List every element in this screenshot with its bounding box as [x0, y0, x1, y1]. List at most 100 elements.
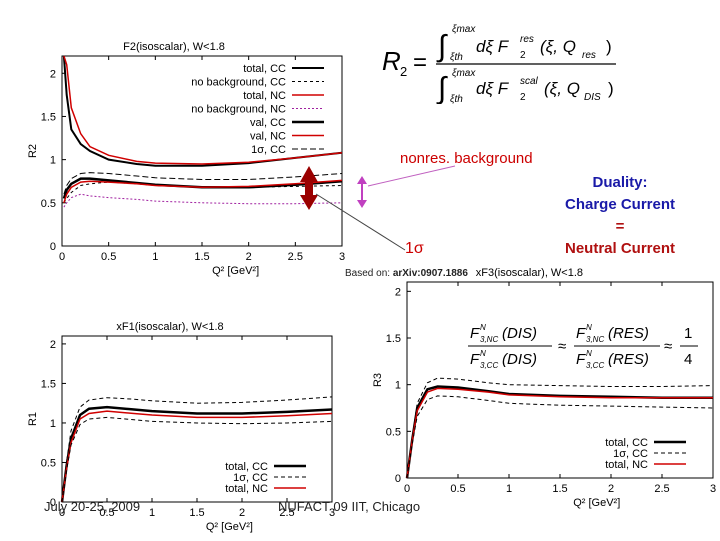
xf3-den-rhs-args: (RES) [608, 351, 649, 368]
y-tick-label: 1.5 [41, 111, 56, 123]
x-tick-label: 0 [59, 251, 65, 263]
y-tick-label: 1.5 [41, 378, 56, 390]
integral-num: ∫ [436, 30, 448, 63]
x-tick-label: 2 [608, 483, 614, 495]
formula-xf3-svg: F N 3,NC (DIS) F N 3,CC (DIS) ≈ F N 3,NC… [468, 323, 698, 370]
legend-label: no background, CC [191, 77, 286, 89]
xf3-num-rhs-sup: N [586, 323, 592, 332]
formula-r2-svg: R 2 = ∫ ξmax ξth dξ F res 2 (ξ, Q res ) … [382, 24, 616, 105]
den-args-sub: DIS [584, 92, 601, 103]
chart-xf3: xF3(isoscalar), W<1.8 0 0.5 1 1.5 2 2.5 3 0 0.5 1 1… [345, 267, 720, 528]
chart-xf1-svg: xF1(isoscalar), W<1.8 0 0.5 1 1.5 2 2.5 3 0 0.5 1 1… [27, 321, 335, 533]
duality-neutral-current: Neutral Current [564, 240, 676, 257]
xf3-den-lhs-sub: 3,CC [480, 361, 498, 370]
legend-label: total, CC [225, 461, 268, 473]
y-tick-label: 2 [395, 286, 401, 298]
x-tick-label: 1 [149, 507, 155, 519]
xf3-num-lhs: F [470, 325, 480, 342]
chart-title: F2(isoscalar), W<1.8 [123, 41, 225, 53]
y-tick-label: 2 [50, 339, 56, 351]
duality-equals: = [615, 218, 625, 235]
series-line-3 [406, 395, 714, 479]
chart-xf3-svg: xF3(isoscalar), W<1.8 0 0.5 1 1.5 2 2.5 3 0 0.5 1 1… [372, 267, 716, 509]
formula-xf3: F N 3,NC (DIS) F N 3,CC (DIS) ≈ F N 3,NC… [468, 318, 704, 376]
xf3-den-lhs-sup: N [480, 349, 486, 358]
series-line-1 [406, 377, 714, 479]
series-line-2 [63, 55, 343, 165]
x-tick-label: 3 [329, 507, 335, 519]
xf3-num-rhs: F [576, 325, 586, 342]
legend-label: 1σ, CC [613, 448, 648, 460]
series-line-2 [406, 387, 713, 479]
y-tick-label: 1 [50, 155, 56, 167]
annotation-nonres: nonres. background [400, 150, 533, 167]
integral-den: ∫ [436, 72, 448, 104]
num-integrand: dξ F [476, 37, 510, 56]
series-line-2 [61, 410, 333, 503]
num-args: (ξ, Q [540, 37, 576, 56]
x-tick-label: 1.5 [194, 251, 209, 263]
series-line-5 [63, 179, 343, 204]
legend-label: 1σ, CC [233, 472, 268, 484]
x-tick-label: 2.5 [279, 507, 294, 519]
den-sup: scal [520, 76, 539, 87]
x-axis-label: Q² [GeV²] [206, 521, 253, 533]
x-axis-label: Q² [GeV²] [212, 265, 259, 277]
y-tick-label: 0.5 [386, 426, 401, 438]
formula-lhs: R [382, 46, 401, 76]
footer-conference: NUFACT 09 IIT, Chicago [278, 499, 421, 514]
den-close: ) [608, 79, 614, 98]
x-tick-label: 0 [404, 483, 410, 495]
y-tick-label: 1.5 [386, 333, 401, 345]
x-tick-label: 3 [710, 483, 716, 495]
legend-label: total, NC [225, 483, 268, 495]
series-line-4 [62, 177, 343, 199]
x-tick-label: 2.5 [288, 251, 303, 263]
legend-label: val, NC [250, 131, 286, 143]
den-sub: 2 [520, 92, 526, 103]
int-lower-num: ξth [450, 52, 463, 63]
chart-f2-svg: F2(isoscalar), W<1.8 0 0.5 1 1.5 2 2.5 3 0 0.5 1 1.… [27, 41, 345, 277]
x-tick-label: 3 [339, 251, 345, 263]
legend-label: 1σ, CC [251, 144, 286, 156]
xf3-approx-1: ≈ [558, 338, 566, 355]
y-tick-label: 0.5 [41, 457, 56, 469]
x-tick-label: 1 [152, 251, 158, 263]
y-tick-label: 1 [50, 418, 56, 430]
xf3-frac-den: 4 [684, 351, 692, 368]
xf3-num-lhs-sup: N [480, 323, 486, 332]
legend-label: total, CC [605, 437, 648, 449]
plot-frame [406, 281, 714, 479]
duality-statement: Duality: Charge Current = Neutral Curren… [540, 172, 700, 260]
formula-lhs-sub: 2 [400, 64, 407, 79]
formula-equals: = [413, 49, 427, 76]
x-tick-label: 0 [59, 507, 65, 519]
x-tick-label: 2.5 [654, 483, 669, 495]
series-line-1 [61, 396, 333, 503]
legend-label: val, CC [250, 117, 286, 129]
xf3-num-rhs-args: (RES) [608, 325, 649, 342]
y-axis-label: R3 [372, 373, 384, 387]
xf3-den-lhs: F [470, 351, 480, 368]
xf3-den-rhs-sub: 3,CC [586, 361, 604, 370]
chart-title: xF1(isoscalar), W<1.8 [116, 321, 223, 333]
chart-title: xF3(isoscalar), W<1.8 [476, 268, 583, 279]
legend-label: total, CC [243, 63, 286, 75]
xf3-num-rhs-sub: 3,NC [586, 335, 604, 344]
chart-xf1: xF1(isoscalar), W<1.8 0 0.5 1 1.5 2 2.5 3 0 0.5 1 1… [0, 306, 345, 536]
x-tick-label: 0.5 [101, 251, 116, 263]
series-line-3 [61, 416, 333, 503]
legend-label: no background, NC [191, 104, 286, 116]
footer-date: July 20-25, 2009 [44, 499, 141, 514]
y-tick-label: 1 [395, 380, 401, 392]
x-tick-label: 0.5 [99, 507, 114, 519]
duality-charge-current: Charge Current [564, 196, 676, 213]
xf3-num-lhs-args: (DIS) [502, 325, 537, 342]
series-line-3 [63, 193, 343, 208]
source-arxiv: arXiv:0907.1886 [392, 268, 468, 279]
num-args-sub: res [582, 50, 596, 61]
den-args: (ξ, Q [544, 79, 580, 98]
xf3-den-lhs-args: (DIS) [502, 351, 537, 368]
source-reference: Based on: arXiv:0907.1886 [345, 268, 468, 279]
y-axis-label: R2 [27, 144, 39, 158]
